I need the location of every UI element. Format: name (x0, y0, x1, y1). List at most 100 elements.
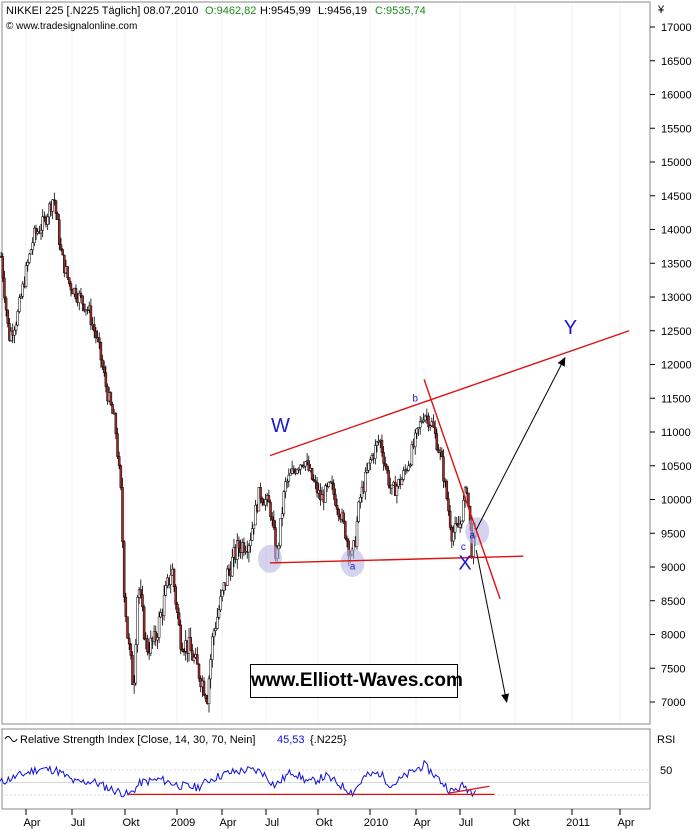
candle-body (89, 305, 93, 325)
candle-body (16, 311, 19, 326)
candle-body (189, 637, 192, 651)
candle-body (384, 462, 387, 467)
candle-body (127, 637, 131, 645)
candle-body (134, 644, 138, 684)
candle-body (31, 242, 34, 250)
y-tick-label: 7500 (661, 663, 685, 675)
header-close: C:9535,74 (375, 5, 426, 17)
x-tick-label: Apr (413, 817, 430, 829)
candle-body (24, 265, 28, 287)
candle-body (222, 582, 226, 591)
candle-body (465, 487, 469, 494)
candle-body (104, 372, 108, 387)
y-tick-label: 17000 (661, 22, 692, 34)
candle-body (367, 462, 370, 471)
y-tick-label: 8000 (661, 630, 685, 642)
projection-arrow (475, 356, 566, 531)
candle-body (212, 630, 216, 638)
rsi-title: Relative Strength Index [Close, 14, 30, … (20, 734, 255, 746)
x-tick-label: 2009 (171, 817, 195, 829)
trendline (423, 379, 501, 599)
candle-body (272, 519, 276, 528)
x-tick-label: Jul (71, 817, 85, 829)
candle-body (129, 643, 133, 656)
candle-body (156, 637, 159, 641)
candle-body (83, 303, 86, 312)
candle-body (458, 523, 462, 528)
candle-body (74, 287, 78, 300)
candle-body (117, 456, 121, 467)
candle-body (428, 425, 432, 428)
candle-body (136, 597, 139, 645)
candle-body (179, 624, 182, 650)
candle-body (207, 678, 211, 704)
candle-body (237, 540, 241, 549)
candle-body (342, 512, 345, 522)
candle-body (176, 603, 179, 614)
candle-body (13, 329, 16, 336)
rsi-symbol: {.N225} (310, 734, 347, 746)
candle-body (380, 439, 384, 453)
main-panel (1, 1, 651, 725)
y-tick-label: 9000 (661, 562, 685, 574)
candle-body (369, 459, 372, 464)
rsi-axis-label: RSI (657, 734, 675, 746)
candle-body (94, 330, 98, 338)
candle-body (231, 557, 234, 577)
candle-body (413, 432, 417, 448)
y-tick-label: 14500 (661, 191, 692, 203)
y-tick-label: 13500 (661, 258, 692, 270)
candle-body (18, 297, 21, 312)
candle-body (26, 262, 29, 266)
candle-body (377, 440, 380, 443)
x-tick-label: Jul (459, 817, 473, 829)
candle-body (126, 616, 129, 639)
candle-body (355, 521, 359, 547)
candle-body (314, 480, 317, 483)
candle-body (202, 680, 206, 696)
y-tick-label: 10000 (661, 495, 692, 507)
candle-body (221, 590, 224, 597)
candle-body (131, 655, 134, 685)
candle-body (279, 518, 282, 547)
candle-body (54, 200, 58, 214)
y-tick-label: 16000 (661, 90, 692, 102)
candle-body (182, 650, 186, 653)
candle-body (345, 538, 349, 542)
candle-body (277, 545, 281, 550)
candle-body (111, 404, 114, 414)
candle-body (462, 500, 465, 522)
candle-body (169, 574, 172, 585)
candle-body (69, 283, 73, 291)
candle-body (46, 216, 49, 225)
y-tick-label: 11000 (661, 427, 691, 439)
candle-body (282, 491, 286, 515)
candle-body (334, 494, 337, 506)
y-tick-label: 12000 (661, 360, 692, 372)
candle-body (435, 433, 439, 451)
candle-body (287, 474, 291, 482)
candle-body (59, 244, 63, 250)
wave-label-b: b (412, 394, 418, 405)
candle-body (382, 452, 385, 464)
candle-body (39, 229, 43, 234)
candle-body (297, 468, 301, 471)
projection-arrow (475, 550, 510, 703)
candle-body (295, 469, 299, 474)
candle-body (332, 483, 335, 495)
candle-body (304, 461, 307, 467)
y-tick-label: 14000 (661, 225, 692, 237)
x-tick-label: Okt (315, 817, 332, 829)
candle-body (280, 513, 284, 519)
x-tick-label: Okt (512, 817, 529, 829)
candle-body (385, 465, 389, 471)
x-tick-label: 2011 (566, 817, 590, 829)
wave-label-W: W (271, 415, 290, 437)
rsi-level-50-label: 50 (660, 765, 672, 777)
rsi-panel (1, 728, 651, 810)
candle-body (442, 456, 445, 482)
header-open: O:9462,82 (205, 5, 256, 17)
candle-body (327, 481, 330, 487)
candle-body (300, 464, 304, 467)
